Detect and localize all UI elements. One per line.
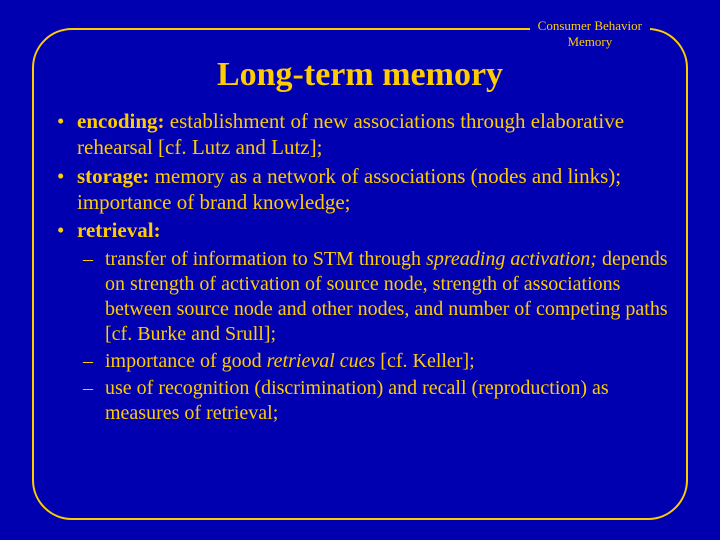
header-line2: Memory — [538, 34, 642, 50]
slide-title: Long-term memory — [0, 56, 720, 94]
sub-ital: spreading activation; — [426, 248, 597, 270]
sub-bullet: use of recognition (discrimination) and … — [83, 376, 675, 426]
bullet-label: retrieval: — [77, 218, 161, 242]
bullet-encoding: encoding: establishment of new associati… — [55, 108, 675, 161]
sub-post: [cf. Keller]; — [375, 350, 474, 372]
sub-list: transfer of information to STM through s… — [83, 247, 675, 426]
header-line1: Consumer Behavior — [538, 18, 642, 34]
bullet-storage: storage: memory as a network of associat… — [55, 163, 675, 216]
bullet-label: encoding: — [77, 109, 165, 133]
sub-bullet: importance of good retrieval cues [cf. K… — [83, 349, 675, 374]
sub-pre: use of recognition (discrimination) and … — [105, 377, 609, 424]
sub-bullet: transfer of information to STM through s… — [83, 247, 675, 347]
sub-pre: importance of good — [105, 350, 267, 372]
bullet-retrieval: retrieval: — [55, 217, 675, 243]
slide-content: encoding: establishment of new associati… — [55, 108, 675, 428]
sub-pre: transfer of information to STM through — [105, 248, 426, 270]
header-label: Consumer Behavior Memory — [530, 18, 650, 49]
bullet-text: memory as a network of associations (nod… — [77, 164, 621, 214]
bullet-label: storage: — [77, 164, 149, 188]
sub-ital: retrieval cues — [267, 350, 376, 372]
